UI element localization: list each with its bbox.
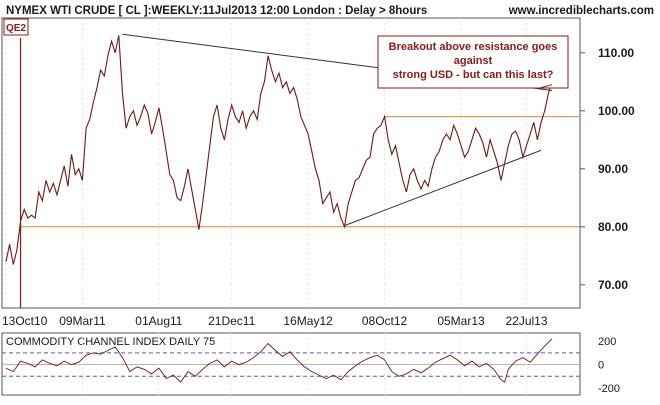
date-x-tick-label: 13Oct10 [2,314,48,328]
price-y-tick-label: 100.00 [598,104,635,118]
cci-series-line [5,338,553,383]
qe2-marker: QE2 [3,18,29,308]
cci-title: COMMODITY CHANNEL INDEX DAILY 75 [6,336,215,348]
qe2-label: QE2 [6,23,26,34]
date-x-tick-label: 01Aug11 [135,314,182,328]
date-x-tick-label: 22Jul13 [505,314,547,328]
cci-band-lines [2,352,580,377]
site-watermark: www.incrediblecharts.com [508,5,654,17]
date-x-tick-label: 21Dec11 [208,314,255,328]
price-plot-frame [1,17,581,309]
date-x-tick-label: 09Mar11 [59,314,106,328]
price-y-axis: 110.00 100.00 90.00 80.00 70.00 [580,46,635,292]
price-y-tick-label: 110.00 [598,46,634,60]
price-y-tick-label: 70.00 [598,278,628,292]
support-resistance-lines [20,116,580,228]
cci-y-tick-label: -200 [598,383,620,395]
annotation-line-3: strong USD - but can this last? [393,69,554,81]
date-x-axis: 13Oct10 09Mar11 01Aug11 21Dec11 16May12 08Oct… [2,314,548,328]
date-x-tick-label: 16May12 [283,314,333,328]
date-x-tick-label: 08Oct12 [362,314,408,328]
annotation-line-2: against [454,55,493,67]
price-y-tick-label: 90.00 [598,162,628,176]
chart-title: NYMEX WTI CRUDE [ CL ]:WEEKLY:11Jul2013 … [6,5,427,17]
trend-line [344,149,542,227]
cci-plot-frame [1,332,581,396]
annotation-box [377,35,569,89]
date-x-tick-label: 05Mar13 [437,314,485,328]
qe2-label-box [3,18,29,36]
annotation-line-1: Breakout above resistance goes [389,41,558,53]
cci-y-tick-label: 200 [598,336,616,348]
annotation-arrow [539,84,553,89]
cci-y-tick-label: 0 [598,360,604,372]
cci-gridlines [5,333,528,395]
price-series-line [5,35,553,265]
price-gridlines [5,18,528,308]
cci-y-axis: 200 0 -200 [598,336,620,395]
price-y-tick-label: 80.00 [598,220,628,234]
breakout-annotation: Breakout above resistance goes against s… [377,35,569,89]
